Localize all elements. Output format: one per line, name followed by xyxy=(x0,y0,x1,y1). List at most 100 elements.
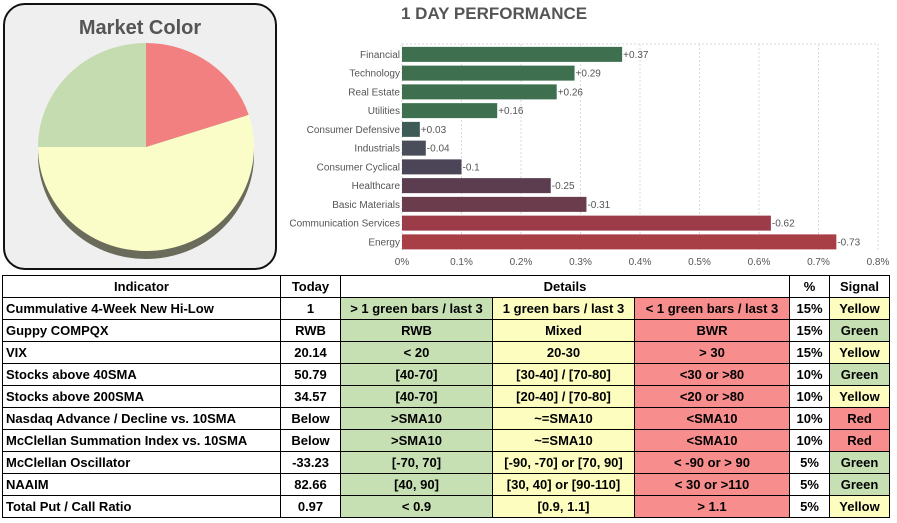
x-tick-label: 0.3% xyxy=(569,257,592,268)
bar-consumer-defensive xyxy=(402,121,420,137)
indicator-name: McClellan Summation Index vs. 10SMA xyxy=(2,429,281,452)
signal-value: Yellow xyxy=(829,385,890,408)
weight-pct: 10% xyxy=(789,429,830,452)
table-row: McClellan Oscillator -33.23 [-70, 70] [-90,… xyxy=(2,451,890,474)
table-row: McClellan Summation Index vs. 10SMA Below… xyxy=(2,429,890,452)
detail-red: <SMA10 xyxy=(634,407,790,430)
detail-yellow: Mixed xyxy=(492,319,635,342)
today-value: 50.79 xyxy=(280,363,341,386)
header-details: Details xyxy=(340,275,790,298)
value-label: +0.37 xyxy=(623,50,649,61)
signal-value: Green xyxy=(829,473,890,496)
detail-yellow: 1 green bars / last 3 xyxy=(492,297,635,320)
category-label: Basic Materials xyxy=(332,200,400,211)
weight-pct: 5% xyxy=(789,473,830,496)
x-tick-label: 0.7% xyxy=(807,257,830,268)
weight-pct: 5% xyxy=(789,495,830,518)
bar-healthcare xyxy=(402,178,551,194)
detail-red: <SMA10 xyxy=(634,429,790,452)
category-label: Consumer Cyclical xyxy=(317,162,400,173)
value-label: +0.03 xyxy=(421,125,447,136)
value-label: +0.16 xyxy=(498,106,524,117)
indicator-name: Guppy COMPQX xyxy=(2,319,281,342)
x-tick-label: 0.2% xyxy=(510,257,533,268)
signal-value: Green xyxy=(829,451,890,474)
market-color-pie xyxy=(38,43,254,259)
today-value: 1 xyxy=(280,297,341,320)
detail-yellow: [0.9, 1.1] xyxy=(492,495,635,518)
market-color-title: Market Color xyxy=(78,17,202,39)
detail-green: > 1 green bars / last 3 xyxy=(340,297,493,320)
market-color-card: Market Color xyxy=(3,3,277,270)
category-label: Real Estate xyxy=(348,87,400,98)
bar-industrials xyxy=(402,140,426,156)
indicator-name: Nasdaq Advance / Decline vs. 10SMA xyxy=(2,407,281,430)
header-today: Today xyxy=(280,275,341,298)
table-row: Stocks above 200SMA 34.57 [40-70] [20-40] /… xyxy=(2,385,890,408)
detail-green: [40-70] xyxy=(340,363,493,386)
value-label: -0.31 xyxy=(587,200,610,211)
indicator-table: Indicator Today Details % Signal Cummula… xyxy=(2,275,890,518)
detail-green: [40, 90] xyxy=(340,473,493,496)
sector-performance-chart: 1 DAY PERFORMANCE 0% 0.1% 0.2% 0.3% 0.4% 0.5%… xyxy=(289,4,890,268)
bar-real-estate xyxy=(402,84,557,100)
detail-green: >SMA10 xyxy=(340,407,493,430)
today-value: 20.14 xyxy=(280,341,341,364)
signal-value: Green xyxy=(829,363,890,386)
detail-yellow: ~=SMA10 xyxy=(492,407,635,430)
bar-financial xyxy=(402,46,623,62)
table-row: Cummulative 4-Week New Hi-Low 1 > 1 green … xyxy=(2,297,890,320)
today-value: -33.23 xyxy=(280,451,341,474)
indicator-name: NAAIM xyxy=(2,473,281,496)
table-row: Nasdaq Advance / Decline vs. 10SMA Below >… xyxy=(2,407,890,430)
value-label: +0.26 xyxy=(558,87,584,98)
table-row: Stocks above 40SMA 50.79 [40-70] [30-40] / … xyxy=(2,363,890,386)
today-value: RWB xyxy=(280,319,341,342)
signal-value: Yellow xyxy=(829,341,890,364)
table-row: Guppy COMPQX RWB RWB Mixed BWR 15% Green xyxy=(2,319,890,342)
category-label: Industrials xyxy=(354,144,400,155)
weight-pct: 5% xyxy=(789,451,830,474)
category-label: Energy xyxy=(368,237,400,248)
x-tick-label: 0.8% xyxy=(867,257,890,268)
today-value: Below xyxy=(280,429,341,452)
chart-title: 1 DAY PERFORMANCE xyxy=(401,4,587,23)
detail-yellow: [30, 40] or [90-110] xyxy=(492,473,635,496)
detail-yellow: [30-40] / [70-80] xyxy=(492,363,635,386)
detail-red: < 1 green bars / last 3 xyxy=(634,297,790,320)
category-label: Utilities xyxy=(368,106,400,117)
today-value: 82.66 xyxy=(280,473,341,496)
detail-red: BWR xyxy=(634,319,790,342)
x-tick-label: 0.6% xyxy=(748,257,771,268)
weight-pct: 10% xyxy=(789,385,830,408)
weight-pct: 15% xyxy=(789,341,830,364)
category-label: Financial xyxy=(360,50,400,61)
bar-energy xyxy=(402,234,837,250)
table-header-row: Indicator Today Details % Signal xyxy=(2,275,890,298)
x-tick-label: 0.1% xyxy=(450,257,473,268)
detail-yellow: ~=SMA10 xyxy=(492,429,635,452)
value-label: -0.25 xyxy=(552,181,575,192)
bar-consumer-cyclical xyxy=(402,159,462,175)
x-tick-label: 0.5% xyxy=(688,257,711,268)
signal-value: Red xyxy=(829,429,890,452)
signal-value: Green xyxy=(829,319,890,342)
x-tick-label: 0.4% xyxy=(629,257,652,268)
pie-slice-green xyxy=(38,43,146,147)
detail-green: < 0.9 xyxy=(340,495,493,518)
today-value: Below xyxy=(280,407,341,430)
weight-pct: 15% xyxy=(789,297,830,320)
value-label: -0.62 xyxy=(772,219,795,230)
bar-basic-materials xyxy=(402,196,587,212)
value-label: -0.1 xyxy=(463,162,481,173)
category-label: Communication Services xyxy=(289,219,400,230)
table-row: NAAIM 82.66 [40, 90] [30, 40] or [90-110] < … xyxy=(2,473,890,496)
bar-technology xyxy=(402,65,575,81)
indicator-name: McClellan Oscillator xyxy=(2,451,281,474)
detail-red: <30 or >80 xyxy=(634,363,790,386)
indicator-name: VIX xyxy=(2,341,281,364)
signal-value: Yellow xyxy=(829,297,890,320)
weight-pct: 15% xyxy=(789,319,830,342)
detail-green: >SMA10 xyxy=(340,429,493,452)
detail-red: <20 or >80 xyxy=(634,385,790,408)
